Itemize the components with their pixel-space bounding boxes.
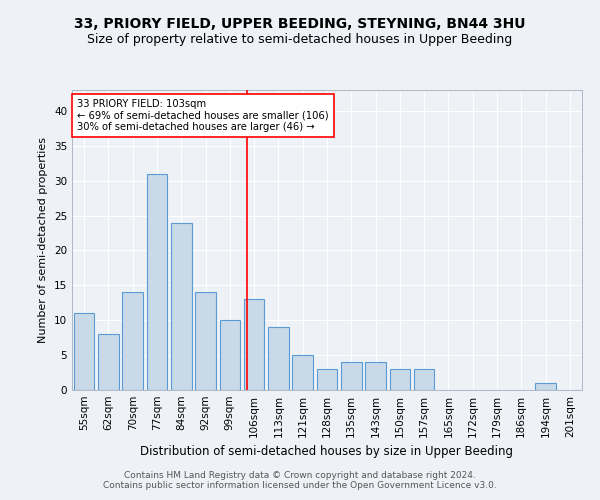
Bar [414,369,434,390]
Bar [122,292,143,390]
Bar [195,292,216,390]
Text: 33 PRIORY FIELD: 103sqm
← 69% of semi-detached houses are smaller (106)
30% of s: 33 PRIORY FIELD: 103sqm ← 69% of semi-de… [77,99,329,132]
Bar [389,369,410,390]
Bar [171,222,191,390]
Y-axis label: Number of semi-detached properties: Number of semi-detached properties [38,137,49,343]
Bar [74,314,94,390]
Text: Size of property relative to semi-detached houses in Upper Beeding: Size of property relative to semi-detach… [88,32,512,46]
Bar [292,355,313,390]
Text: 33, PRIORY FIELD, UPPER BEEDING, STEYNING, BN44 3HU: 33, PRIORY FIELD, UPPER BEEDING, STEYNIN… [74,18,526,32]
Bar [535,383,556,390]
Bar [268,327,289,390]
Text: Contains HM Land Registry data © Crown copyright and database right 2024.
Contai: Contains HM Land Registry data © Crown c… [103,470,497,490]
X-axis label: Distribution of semi-detached houses by size in Upper Beeding: Distribution of semi-detached houses by … [140,446,514,458]
Bar [220,320,240,390]
Bar [317,369,337,390]
Bar [341,362,362,390]
Bar [146,174,167,390]
Bar [244,300,265,390]
Bar [365,362,386,390]
Bar [98,334,119,390]
